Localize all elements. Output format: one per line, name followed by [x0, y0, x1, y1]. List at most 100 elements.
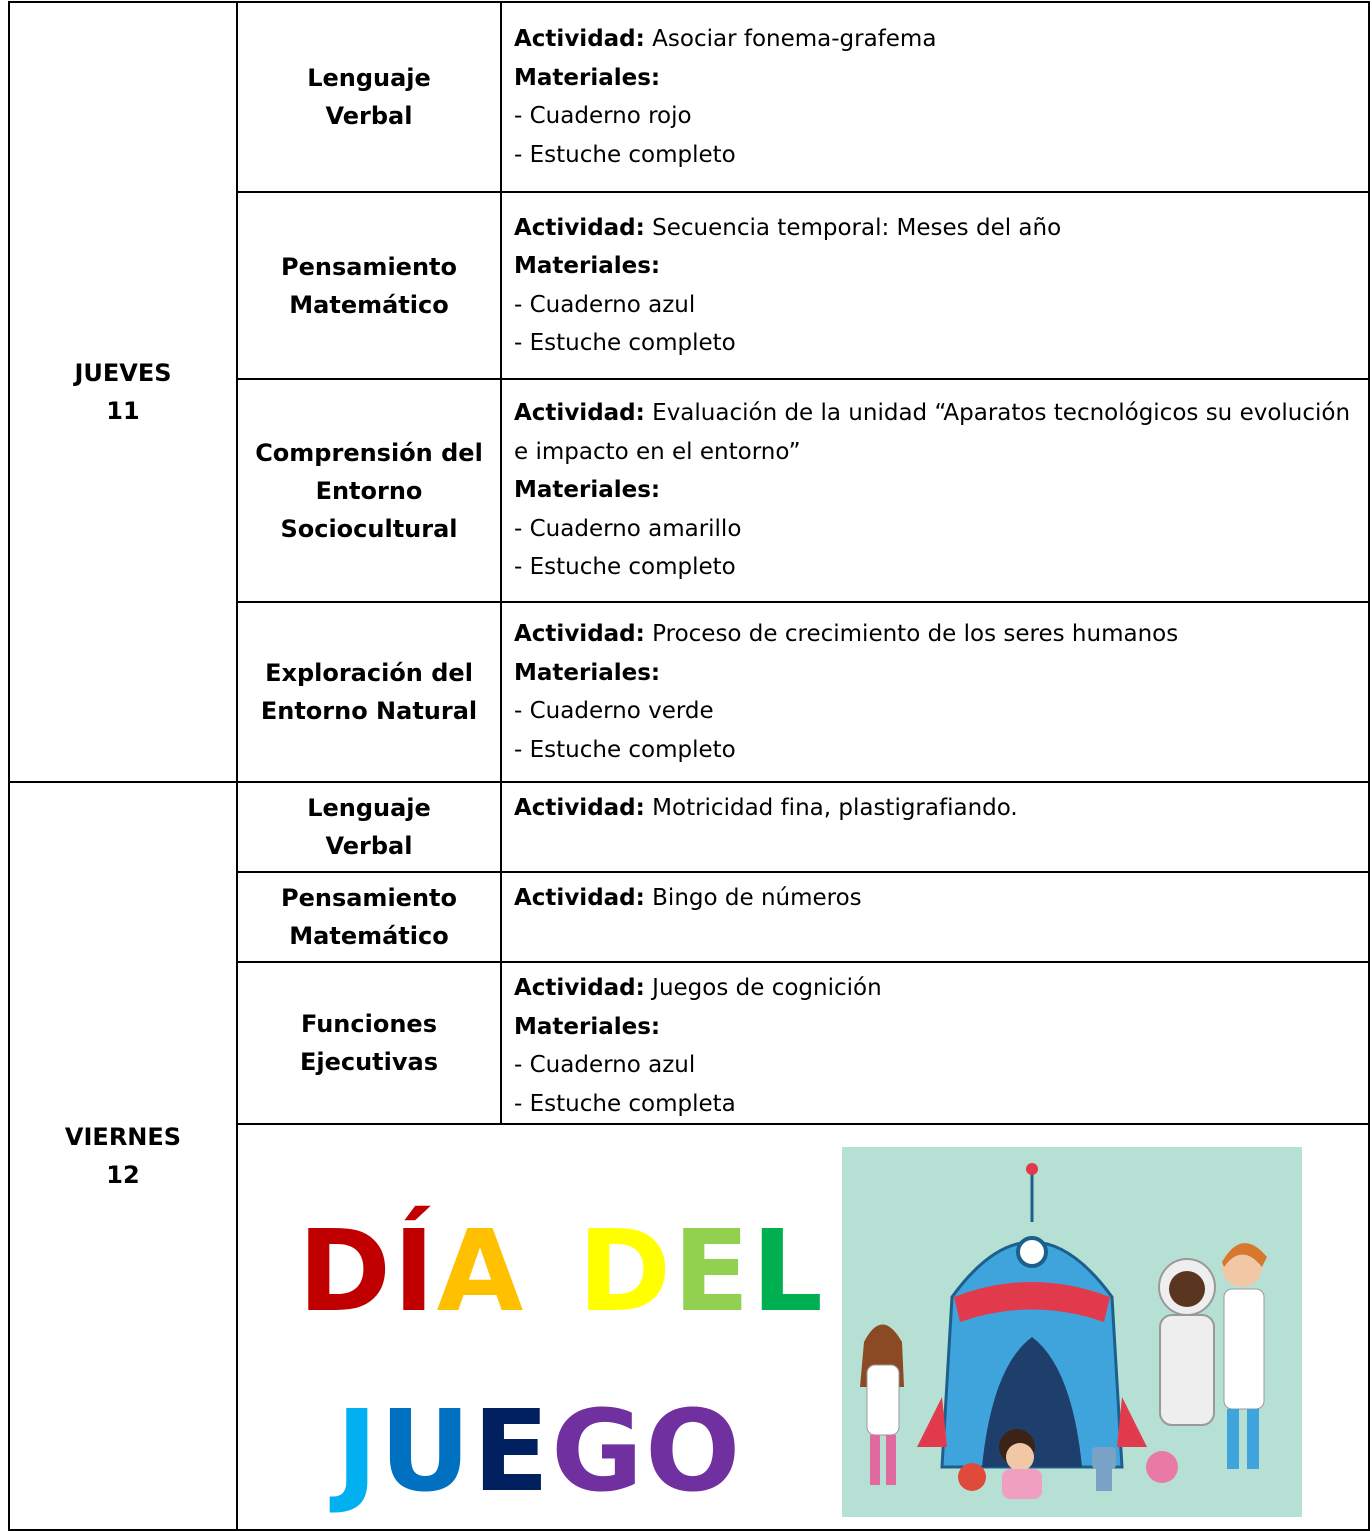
day-name: VIERNES — [64, 1123, 182, 1151]
illustration — [842, 1147, 1302, 1517]
subject-cell: Lenguaje Verbal — [236, 1, 502, 193]
subject-cell: Pensamiento Matemático — [236, 191, 502, 380]
banner-letter: L — [751, 1207, 825, 1337]
activity-cell: Actividad: Juegos de cognición Materiales… — [500, 961, 1370, 1125]
activity-text: Bingo de números — [652, 885, 862, 911]
banner-letter: U — [379, 1387, 473, 1517]
table-row: Comprensión del Entorno Sociocultural Activ… — [9, 378, 1370, 603]
banner-word: DÍA — [298, 1216, 525, 1328]
banner-word: DEL — [578, 1216, 825, 1328]
subject-line: Entorno — [315, 476, 423, 505]
material-item: - Estuche completa — [514, 1090, 736, 1117]
banner-box: DÍA DEL JUEGO — [238, 1126, 1368, 1528]
subject-cell: Lenguaje Verbal — [236, 781, 502, 873]
material-item: - Cuaderno rojo — [514, 103, 692, 129]
banner-cell: DÍA DEL JUEGO — [236, 1123, 1370, 1531]
material-item: - Estuche completo — [514, 736, 736, 763]
table-row: Pensamiento Matemático Actividad: Bingo de… — [9, 871, 1370, 963]
activity-text: Proceso de crecimiento de los seres huma… — [652, 621, 1179, 647]
material-item: - Estuche completo — [514, 554, 736, 581]
table-row: VIERNES 12 Lenguaje Verbal Actividad: Motric… — [8, 781, 1370, 1531]
subject-line: Matemático — [289, 290, 449, 319]
activity-text: Juegos de cognición — [652, 975, 882, 1001]
subject-cell: Comprensión del Entorno Sociocultural — [236, 378, 502, 603]
activity-line: Actividad: Juegos de cognición — [514, 969, 1356, 1008]
banner-letter: J — [336, 1387, 380, 1517]
day-cell: JUEVES 11 — [8, 1, 238, 783]
banner-letter: D — [298, 1207, 393, 1337]
activity-label: Actividad: — [514, 26, 645, 52]
activity-text: Motricidad fina, plastigrafiando. — [652, 795, 1018, 821]
table-body: JUEVES 11 Lenguaje Verbal Actividad: Asociar… — [8, 1, 1370, 1531]
banner-letter: A — [436, 1207, 526, 1337]
subject-line: Lenguaje — [307, 794, 431, 822]
activity-cell: Actividad: Evaluación de la unidad “Apar… — [500, 378, 1370, 603]
subject-line: Exploración del — [265, 659, 473, 687]
subject-line: Verbal — [325, 102, 413, 130]
banner-letter: O — [645, 1387, 743, 1517]
subject-line: Matemático — [289, 922, 449, 950]
material-item: - Cuaderno azul — [514, 291, 696, 318]
activity-line: Actividad: Asociar fonema-grafema — [514, 20, 1356, 59]
subject-line: Funciones — [301, 1010, 437, 1038]
banner-letter: D — [578, 1207, 673, 1337]
activity-line: Actividad: Proceso de crecimiento de los… — [514, 615, 1356, 654]
banner-letter: G — [551, 1387, 646, 1517]
table-row: Funciones Ejecutivas Actividad: Juegos de … — [9, 961, 1370, 1125]
activity-text: Secuencia temporal: Meses del año — [652, 214, 1062, 241]
activity-line: Actividad: Secuencia temporal: Meses del… — [514, 209, 1356, 248]
activity-line: Actividad: Evaluación de la unidad “Apar… — [514, 394, 1356, 471]
materials-label: Materiales: — [514, 253, 661, 279]
activity-label: Actividad: — [514, 885, 645, 911]
material-item: - Cuaderno verde — [514, 698, 714, 724]
activity-cell: Actividad: Secuencia temporal: Meses del… — [500, 191, 1370, 380]
material-item: - Estuche completo — [514, 141, 736, 168]
day-cell: VIERNES 12 — [8, 781, 238, 1531]
schedule-table: JUEVES 11 Lenguaje Verbal Actividad: Asociar… — [8, 1, 1370, 1531]
table-row: Pensamiento Matemático Actividad: Secuenci… — [9, 191, 1370, 380]
banner-row: DÍA DEL JUEGO — [9, 1123, 1370, 1531]
materials-label: Materiales: — [514, 64, 661, 91]
banner-letter: E — [672, 1207, 752, 1337]
activity-text: Evaluación de la unidad “Aparatos tecnol… — [514, 400, 1351, 465]
subject-line: Comprensión del — [255, 438, 483, 467]
activity-label: Actividad: — [514, 214, 645, 241]
activity-cell: Actividad: Bingo de números — [500, 871, 1370, 963]
banner-letter: Í — [392, 1207, 437, 1337]
day-number: 11 — [106, 397, 140, 425]
subject-line: Entorno Natural — [260, 697, 478, 725]
activity-line: Actividad: Motricidad fina, plastigrafia… — [514, 789, 1356, 828]
activity-cell: Actividad: Asociar fonema-grafema Materia… — [500, 1, 1370, 193]
materials-label: Materiales: — [514, 477, 661, 504]
activity-label: Actividad: — [514, 975, 645, 1001]
subject-line: Pensamiento — [281, 252, 457, 281]
materials-label: Materiales: — [514, 659, 661, 686]
table-row: JUEVES 11 Lenguaje Verbal Actividad: Asociar… — [8, 1, 1370, 783]
subject-line: Sociocultural — [280, 514, 458, 543]
subject-cell: Exploración del Entorno Natural — [236, 601, 502, 783]
material-item: - Cuaderno azul — [514, 1052, 696, 1078]
subject-cell: Pensamiento Matemático — [236, 871, 502, 963]
banner-letter: E — [472, 1387, 552, 1517]
activity-label: Actividad: — [514, 621, 645, 647]
subject-line: Lenguaje — [307, 64, 431, 92]
day-name: JUEVES — [74, 359, 172, 387]
table-row: Exploración del Entorno Natural Actividad:… — [9, 601, 1370, 783]
subject-line: Verbal — [325, 832, 413, 860]
activity-cell: Actividad: Motricidad fina, plastigrafia… — [500, 781, 1370, 873]
activity-line: Actividad: Bingo de números — [514, 879, 1356, 918]
material-item: - Estuche completo — [514, 330, 736, 356]
subject-line: Pensamiento — [281, 884, 457, 912]
material-item: - Cuaderno amarillo — [514, 515, 742, 542]
materials-label: Materiales: — [514, 1013, 661, 1040]
activity-text: Asociar fonema-grafema — [652, 26, 937, 52]
activity-label: Actividad: — [514, 400, 645, 427]
subject-cell: Funciones Ejecutivas — [236, 961, 502, 1125]
banner-word: JUEGO — [336, 1396, 742, 1508]
activity-label: Actividad: — [514, 795, 645, 821]
subject-line: Ejecutivas — [299, 1048, 439, 1076]
day-number: 12 — [106, 1161, 140, 1189]
activity-cell: Actividad: Proceso de crecimiento de los… — [500, 601, 1370, 783]
